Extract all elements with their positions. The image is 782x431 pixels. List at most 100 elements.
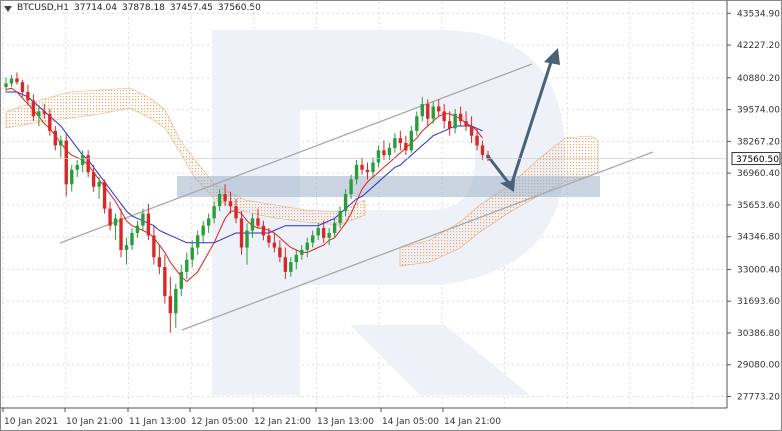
y-tick-label: 36960.40 xyxy=(737,169,780,179)
candle xyxy=(404,136,407,155)
y-tick-label: 43534.90 xyxy=(737,9,780,19)
candle-body xyxy=(453,114,456,129)
candle-body xyxy=(147,214,150,236)
y-tick: 31693.60 xyxy=(727,297,780,307)
y-tick-label: 39574.00 xyxy=(737,106,780,116)
x-tick: 12 Jan 21:00 xyxy=(253,408,311,427)
candle-body xyxy=(366,170,369,172)
x-tick: 10 Jan 21:00 xyxy=(65,408,123,427)
x-tick: 12 Jan 05:00 xyxy=(190,408,248,427)
candle-body xyxy=(10,79,13,84)
candle xyxy=(4,77,7,92)
candle-body xyxy=(136,226,139,233)
y-tick: 42227.20 xyxy=(727,41,780,51)
y-tick: 39574.00 xyxy=(727,106,780,116)
candle-body xyxy=(97,182,100,187)
x-tick: 11 Jan 13:00 xyxy=(128,408,186,427)
x-tick-label: 11 Jan 13:00 xyxy=(129,417,186,427)
candle-body xyxy=(141,214,144,226)
candle-body xyxy=(448,121,451,128)
y-tick: 43534.90 xyxy=(727,9,780,19)
candle xyxy=(185,252,188,279)
candle xyxy=(125,238,128,265)
candle-body xyxy=(442,111,445,121)
candle-body xyxy=(15,79,18,83)
candle-body xyxy=(59,141,62,146)
x-tick-label: 10 Jan 21:00 xyxy=(66,417,123,427)
candle-body xyxy=(399,138,402,143)
candle-body xyxy=(355,165,358,180)
candle-body xyxy=(382,150,385,155)
x-tick-label: 12 Jan 05:00 xyxy=(191,417,248,427)
candle xyxy=(410,126,413,153)
candle-body xyxy=(311,235,314,242)
candle-body xyxy=(338,211,341,223)
x-tick-label: 10 Jan 2021 xyxy=(4,417,58,427)
y-tick: 34346.80 xyxy=(727,233,780,243)
candle xyxy=(388,143,391,160)
candle-body xyxy=(251,218,254,230)
candle xyxy=(119,209,122,258)
candle xyxy=(448,111,451,135)
y-tick-label: 29080.00 xyxy=(737,361,780,371)
support-zone xyxy=(177,176,600,197)
x-tick-label: 14 Jan 05:00 xyxy=(382,417,439,427)
candle xyxy=(103,179,106,213)
candle-body xyxy=(185,260,188,272)
candle-body xyxy=(169,296,172,313)
candle-body xyxy=(158,257,161,267)
y-tick: 40880.20 xyxy=(727,74,780,84)
candle xyxy=(174,284,177,328)
candle-body xyxy=(278,248,281,258)
candle-body xyxy=(421,104,424,116)
x-axis-ticks: 10 Jan 2021 10 Jan 21:00 11 Jan 13:00 12 Ja… xyxy=(3,408,501,427)
candle-body xyxy=(426,104,429,119)
candle-body xyxy=(229,201,232,206)
candle xyxy=(59,136,62,158)
candle-body xyxy=(377,150,380,162)
candle-body xyxy=(267,235,270,242)
candle-body xyxy=(327,233,330,238)
candle-body xyxy=(234,206,237,218)
candle-body xyxy=(306,243,309,250)
y-tick: 29080.00 xyxy=(727,361,780,371)
candle-body xyxy=(273,243,276,248)
candle-body xyxy=(317,228,320,235)
candle-body xyxy=(240,218,243,247)
candle-body xyxy=(295,255,298,262)
candle-body xyxy=(410,131,413,150)
candle-body xyxy=(388,148,391,155)
x-tick: 13 Jan 13:00 xyxy=(316,408,374,427)
candle-body xyxy=(201,226,204,236)
candle-body xyxy=(284,257,287,272)
candle xyxy=(76,160,79,177)
support-zone-rect xyxy=(177,176,600,197)
candle-body xyxy=(180,272,183,289)
candle-body xyxy=(218,194,221,206)
candle xyxy=(415,111,418,135)
candle-body xyxy=(371,162,374,172)
candle-body xyxy=(114,218,117,225)
y-tick: 33000.40 xyxy=(727,265,780,275)
candle xyxy=(15,73,18,85)
candle-body xyxy=(163,267,166,296)
candle xyxy=(10,75,13,87)
y-tick: 38267.20 xyxy=(727,137,780,147)
watermark-r-leg xyxy=(350,325,530,395)
candle-body xyxy=(26,92,29,101)
candle-body xyxy=(349,179,352,194)
candle-body xyxy=(464,121,467,126)
candle-body xyxy=(481,145,484,154)
candle xyxy=(114,214,117,241)
candle-body xyxy=(65,141,68,185)
candle-body xyxy=(415,116,418,131)
y-tick: 27773.20 xyxy=(727,392,780,402)
candle-body xyxy=(152,235,155,257)
candle-body xyxy=(81,155,84,165)
candle xyxy=(65,133,68,196)
candle xyxy=(70,165,73,192)
candle-body xyxy=(262,226,265,236)
candle-body xyxy=(256,218,259,225)
x-tick-label: 12 Jan 21:00 xyxy=(254,417,311,427)
